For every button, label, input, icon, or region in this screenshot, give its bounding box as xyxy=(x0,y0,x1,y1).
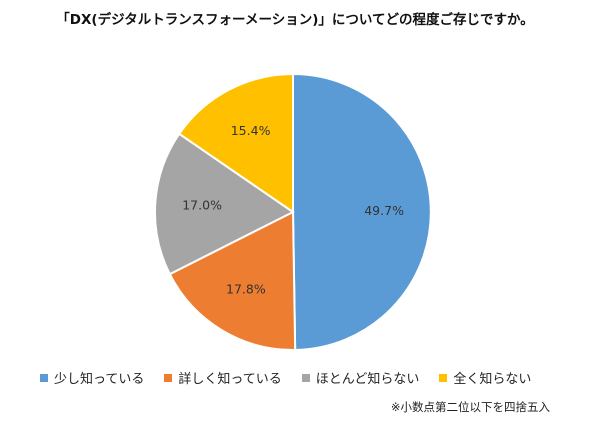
legend-item-2: ほとんど知らない xyxy=(301,368,420,387)
pie-slice-2 xyxy=(154,132,295,276)
legend-swatch-1 xyxy=(164,373,173,382)
legend-label-3: 全く知らない xyxy=(453,372,532,387)
legend-item-3: 全く知らない xyxy=(439,368,531,387)
pie-slice-3 xyxy=(177,72,294,214)
chart-title: 「DX(デジタルトランスフォーメーション)」についてどの程度ご存じですか。 xyxy=(56,12,534,28)
legend-label-0: 少し知っている xyxy=(54,372,145,387)
data-label-2: 17.0% xyxy=(182,197,222,212)
legend-label-1: 詳しく知っている xyxy=(178,372,282,387)
legend-item-0: 少し知っている xyxy=(40,368,144,387)
data-label-1: 17.8% xyxy=(226,281,266,296)
legend-label-2: ほとんど知らない xyxy=(315,372,420,387)
footnote: ※小数点第二位以下を四捨五入 xyxy=(390,400,550,414)
legend: 少し知っている 詳しく知っている ほとんど知らない 全く知らない xyxy=(40,368,560,387)
legend-swatch-3 xyxy=(439,373,448,382)
legend-swatch-2 xyxy=(301,373,310,382)
legend-item-1: 詳しく知っている xyxy=(164,368,282,387)
pie-slice-0 xyxy=(292,72,432,351)
data-label-0: 49.7% xyxy=(364,203,404,218)
legend-swatch-0 xyxy=(40,373,48,382)
data-label-3: 15.4% xyxy=(231,123,271,138)
pie-slice-1 xyxy=(168,210,297,351)
